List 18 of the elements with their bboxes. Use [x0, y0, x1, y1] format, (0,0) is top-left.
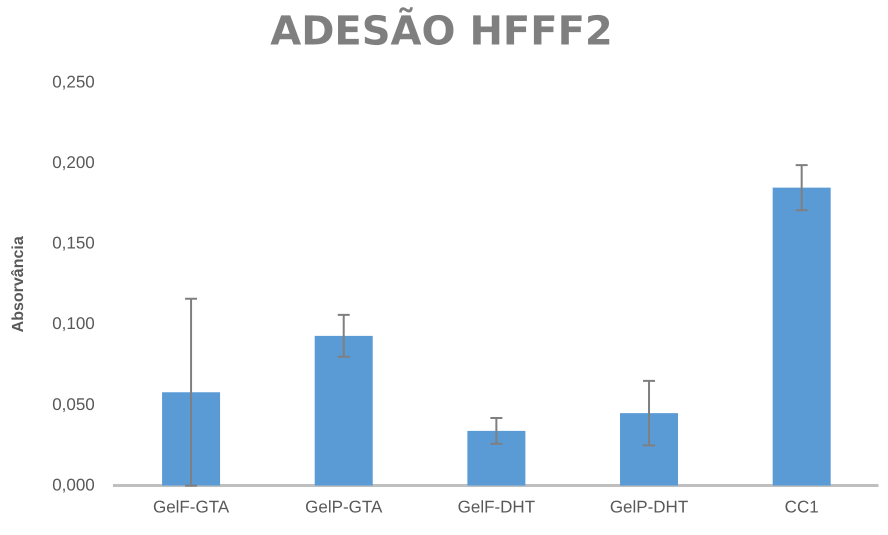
x-tick-label: GelF-DHT — [458, 497, 536, 516]
x-tick-label: GelF-GTA — [152, 497, 230, 516]
y-tick-label: 0,100 — [52, 314, 95, 334]
chart-title: ADESÃO HFFF2 — [270, 6, 613, 54]
y-tick-label: 0,250 — [52, 72, 95, 92]
bar — [620, 413, 678, 486]
y-tick-label: 0,050 — [52, 394, 95, 414]
y-tick-label: 0,200 — [52, 153, 95, 172]
bar — [772, 188, 831, 486]
x-tick-label: GelP-DHT — [610, 497, 688, 516]
y-axis-title: Absorvância — [10, 236, 28, 332]
bar — [467, 430, 526, 486]
bar — [162, 392, 220, 486]
bar — [314, 336, 373, 486]
x-tick-label: CC1 — [784, 497, 819, 516]
y-tick-label: 0,150 — [52, 234, 95, 253]
x-tick-label: GelP-GTA — [305, 497, 383, 516]
y-tick-label: 0,000 — [52, 475, 95, 494]
